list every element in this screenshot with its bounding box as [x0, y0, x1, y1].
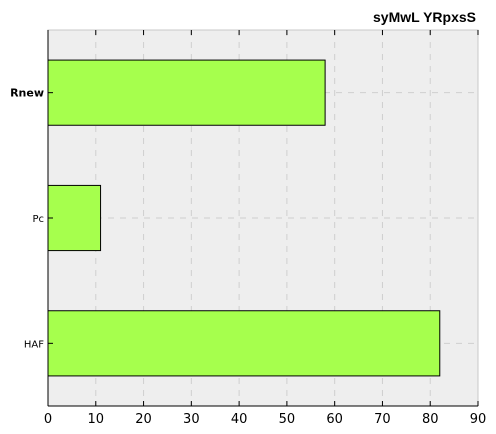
x-tick-label: 30	[183, 412, 200, 427]
x-tick-label: 50	[279, 412, 296, 427]
bar-pc	[47, 184, 102, 252]
x-tick-label: 90	[470, 412, 487, 427]
bar-rnew	[47, 59, 326, 126]
x-tick-label: 10	[88, 412, 105, 427]
x-tick-label: 0	[44, 412, 52, 427]
x-ticks: 0 10 20 30 40 50 60 70 80 90	[44, 30, 486, 427]
x-tick-label: 60	[326, 412, 343, 427]
category-label-pc: Pc	[32, 214, 44, 225]
y-category-labels: Rnew Pc HAF	[10, 87, 44, 351]
x-tick-label: 40	[231, 412, 248, 427]
bar-haf	[47, 310, 441, 377]
chart-title: syMwL YRpxsS	[373, 9, 476, 25]
x-tick-label: 70	[374, 412, 391, 427]
category-label-haf: HAF	[24, 339, 44, 350]
bars	[47, 59, 441, 377]
x-tick-label: 20	[135, 412, 152, 427]
x-tick-label: 80	[422, 412, 439, 427]
category-label-rnew: Rnew	[10, 87, 44, 100]
